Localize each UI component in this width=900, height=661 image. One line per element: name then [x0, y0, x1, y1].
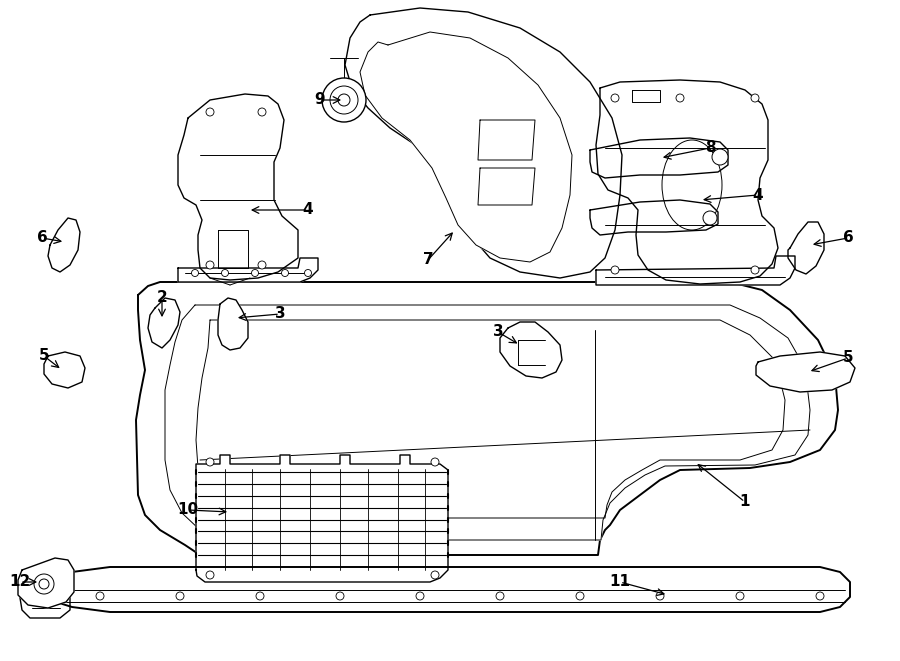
- Polygon shape: [165, 305, 810, 540]
- Circle shape: [256, 592, 264, 600]
- Polygon shape: [148, 298, 180, 348]
- Polygon shape: [590, 138, 728, 178]
- Circle shape: [676, 94, 684, 102]
- Circle shape: [751, 94, 759, 102]
- Circle shape: [221, 270, 229, 276]
- Text: 9: 9: [315, 93, 325, 108]
- Text: 3: 3: [492, 325, 503, 340]
- Circle shape: [656, 592, 664, 600]
- Circle shape: [703, 211, 717, 225]
- Polygon shape: [196, 320, 785, 518]
- Polygon shape: [218, 298, 248, 350]
- Circle shape: [176, 592, 184, 600]
- Circle shape: [330, 86, 358, 114]
- Circle shape: [712, 149, 728, 165]
- Polygon shape: [590, 200, 718, 235]
- Text: 3: 3: [274, 307, 285, 321]
- Text: 11: 11: [609, 574, 631, 590]
- Circle shape: [611, 94, 619, 102]
- Circle shape: [251, 270, 258, 276]
- Polygon shape: [478, 168, 535, 205]
- Circle shape: [258, 261, 266, 269]
- Circle shape: [611, 266, 619, 274]
- Circle shape: [322, 78, 366, 122]
- Polygon shape: [596, 256, 795, 285]
- Circle shape: [96, 592, 104, 600]
- Circle shape: [206, 571, 214, 579]
- Text: 4: 4: [302, 202, 313, 217]
- Polygon shape: [500, 322, 562, 378]
- Circle shape: [751, 266, 759, 274]
- Text: 12: 12: [9, 574, 31, 590]
- Polygon shape: [632, 90, 660, 102]
- Polygon shape: [756, 352, 855, 392]
- Polygon shape: [478, 120, 535, 160]
- Text: 6: 6: [842, 231, 853, 245]
- Polygon shape: [18, 558, 74, 608]
- Circle shape: [206, 261, 214, 269]
- Polygon shape: [178, 94, 298, 280]
- Polygon shape: [218, 230, 248, 268]
- Polygon shape: [345, 8, 622, 278]
- Polygon shape: [44, 352, 85, 388]
- Ellipse shape: [662, 140, 722, 230]
- Circle shape: [39, 579, 49, 589]
- Circle shape: [258, 108, 266, 116]
- Polygon shape: [788, 222, 824, 274]
- Polygon shape: [196, 455, 448, 582]
- Circle shape: [304, 270, 311, 276]
- Text: 2: 2: [157, 290, 167, 305]
- Polygon shape: [178, 258, 318, 282]
- Circle shape: [34, 574, 54, 594]
- Text: 8: 8: [705, 141, 716, 155]
- Text: 5: 5: [842, 350, 853, 366]
- Text: 7: 7: [423, 253, 433, 268]
- Circle shape: [576, 592, 584, 600]
- Text: 1: 1: [740, 494, 751, 510]
- Circle shape: [431, 458, 439, 466]
- Circle shape: [206, 108, 214, 116]
- Circle shape: [416, 592, 424, 600]
- Circle shape: [336, 592, 344, 600]
- Circle shape: [431, 571, 439, 579]
- Polygon shape: [596, 80, 778, 284]
- Text: 10: 10: [177, 502, 199, 518]
- Circle shape: [736, 592, 744, 600]
- Polygon shape: [20, 560, 70, 618]
- Circle shape: [282, 270, 289, 276]
- Text: 5: 5: [39, 348, 50, 364]
- Circle shape: [496, 592, 504, 600]
- Text: 6: 6: [37, 231, 48, 245]
- Circle shape: [192, 270, 199, 276]
- Polygon shape: [136, 282, 838, 555]
- Circle shape: [816, 592, 824, 600]
- Polygon shape: [48, 218, 80, 272]
- Polygon shape: [360, 32, 572, 262]
- Circle shape: [206, 458, 214, 466]
- Text: 4: 4: [752, 188, 763, 202]
- Polygon shape: [40, 567, 850, 612]
- Circle shape: [338, 94, 350, 106]
